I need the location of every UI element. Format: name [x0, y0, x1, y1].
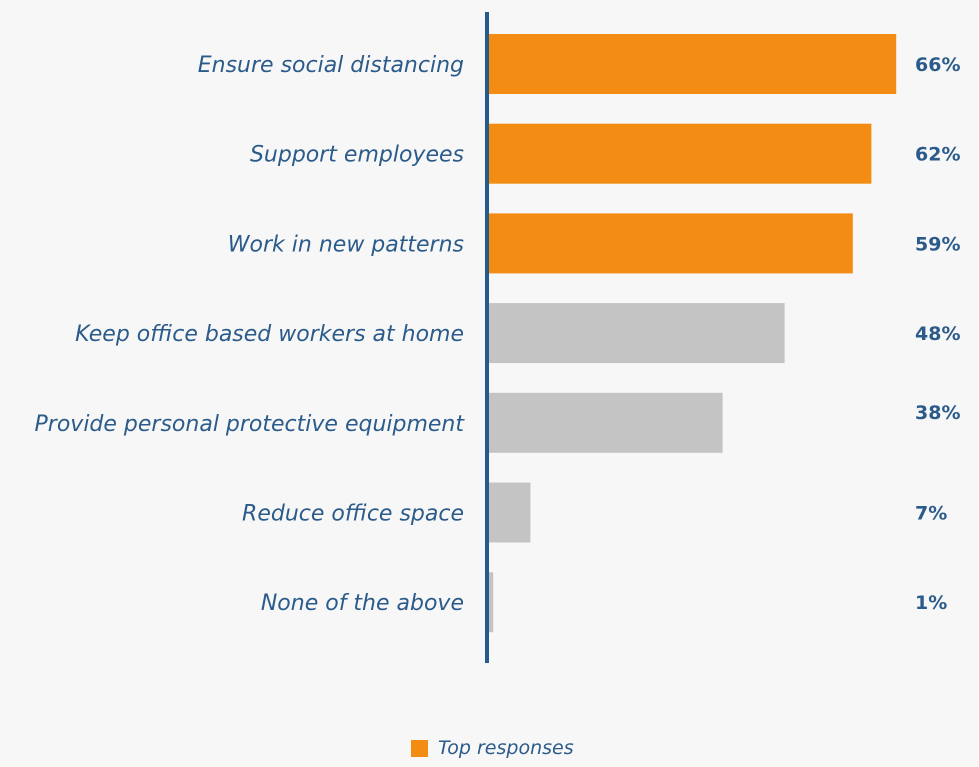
bar — [487, 213, 853, 274]
value-label: 59% — [915, 233, 960, 255]
category-label: Work in new patterns — [228, 232, 464, 257]
value-label: 38% — [915, 402, 960, 424]
bar — [487, 303, 785, 364]
bar — [487, 572, 494, 633]
category-label: Ensure social distancing — [198, 53, 464, 78]
legend: Top responses — [411, 737, 574, 759]
bar — [487, 123, 872, 184]
bar — [487, 482, 531, 543]
value-label: 62% — [915, 144, 960, 166]
category-label: Keep office based workers at home — [75, 322, 464, 347]
legend-swatch — [411, 739, 428, 757]
legend-label: Top responses — [438, 737, 574, 759]
category-label: Provide personal protective equipment — [35, 412, 466, 437]
value-label: 7% — [915, 503, 947, 525]
category-label: Reduce office space — [242, 502, 464, 527]
bar — [487, 392, 723, 453]
category-label: Support employees — [250, 143, 464, 168]
value-label: 48% — [915, 323, 960, 345]
value-label: 1% — [915, 592, 947, 614]
category-label: None of the above — [261, 591, 464, 616]
value-label: 66% — [915, 54, 960, 76]
bar — [487, 34, 897, 94]
